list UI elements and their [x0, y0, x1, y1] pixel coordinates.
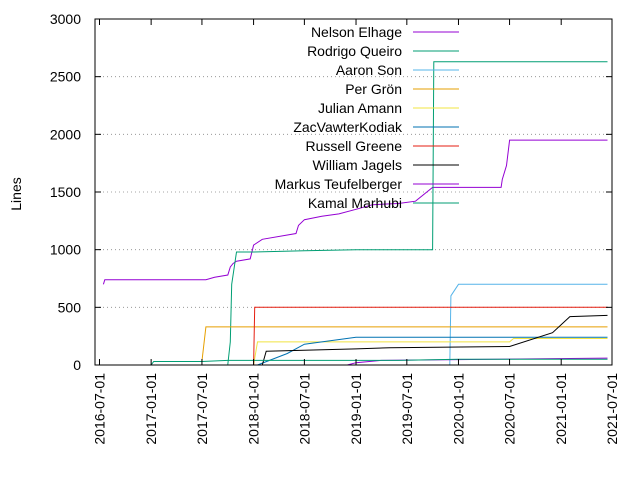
legend-label: Julian Amann — [318, 100, 402, 116]
x-tick-label: 2016-07-01 — [91, 373, 107, 445]
x-tick-label: 2020-07-01 — [502, 373, 518, 445]
x-tick-label: 2018-01-01 — [246, 373, 262, 445]
series-line-3 — [201, 326, 608, 362]
x-tick-label: 2019-01-01 — [348, 373, 364, 445]
x-tick-label: 2021-07-01 — [604, 373, 620, 445]
legend-label: Aaron Son — [336, 62, 402, 78]
y-tick-label: 1000 — [50, 242, 81, 258]
legend-label: ZacVawterKodiak — [293, 119, 403, 135]
x-tick-label: 2020-01-01 — [450, 373, 466, 445]
series-line-2 — [449, 283, 608, 366]
series-line-0 — [102, 139, 608, 285]
y-tick-label: 2000 — [50, 126, 81, 142]
y-tick-label: 1500 — [50, 184, 81, 200]
x-axis-ticks: 2016-07-01 2017-01-01 2017-07-01 2018-01-01… — [91, 19, 620, 445]
legend-label: Nelson Elhage — [311, 24, 402, 40]
series-line-4 — [253, 338, 608, 366]
y-tick-label: 3000 — [50, 11, 81, 27]
x-tick-label: 2017-07-01 — [194, 373, 210, 445]
legend-label: Kamal Marhubi — [308, 195, 402, 211]
legend-label: Russell Greene — [306, 138, 403, 154]
legend-label: Rodrigo Queiro — [307, 43, 402, 59]
y-tick-label: 0 — [73, 357, 81, 373]
legend: Nelson Elhage Rodrigo Queiro Aaron Son Per … — [275, 24, 459, 211]
y-axis-label: Lines — [8, 177, 24, 210]
y-axis-ticks: 0 500 1000 1500 2000 2500 3000 — [50, 11, 612, 373]
series-line-7 — [261, 314, 608, 366]
y-tick-label: 500 — [58, 299, 82, 315]
legend-label: William Jagels — [313, 157, 402, 173]
y-tick-label: 2500 — [50, 69, 81, 85]
x-tick-label: 2017-01-01 — [143, 373, 159, 445]
series-line-6 — [253, 306, 608, 366]
x-tick-label: 2018-07-01 — [296, 373, 312, 445]
series-line-5 — [257, 336, 608, 366]
legend-label: Per Grön — [345, 81, 402, 97]
legend-label: Markus Teufelberger — [275, 176, 403, 192]
x-tick-label: 2021-01-01 — [553, 373, 569, 445]
series-line-9 — [150, 358, 608, 366]
series-line-1 — [227, 61, 608, 365]
x-tick-label: 2019-07-01 — [399, 373, 415, 445]
